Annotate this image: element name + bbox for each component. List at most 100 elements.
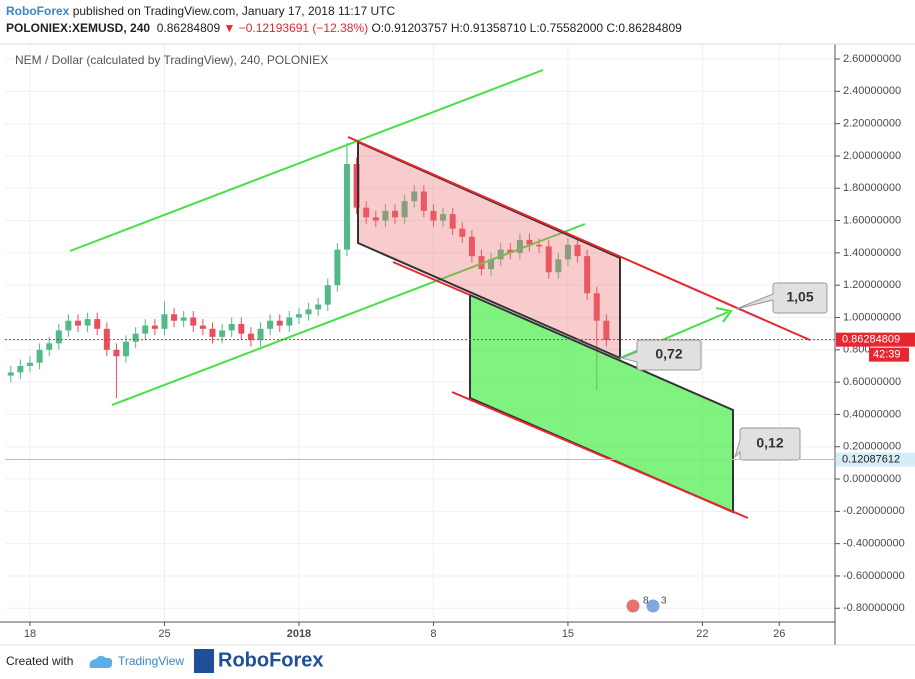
candle-body bbox=[420, 191, 427, 211]
time-axis bbox=[0, 622, 835, 645]
y-tick-label: -0.80000000 bbox=[843, 602, 905, 614]
header: RoboForex published on TradingView.com, … bbox=[6, 3, 682, 37]
candle-body bbox=[286, 317, 293, 326]
x-tick-label: 22 bbox=[696, 628, 708, 640]
grid bbox=[5, 44, 835, 622]
candle-body bbox=[468, 236, 475, 257]
candle-body bbox=[411, 191, 418, 202]
price-label: 0.12087612 bbox=[842, 453, 900, 465]
annotation-label: 0,72 bbox=[655, 346, 682, 362]
last: 0.86284809 bbox=[156, 21, 221, 35]
candle-body bbox=[564, 244, 571, 260]
y-tick-label: 2.00000000 bbox=[843, 150, 901, 162]
candle-body bbox=[36, 349, 43, 363]
candle-body bbox=[459, 228, 466, 237]
candle-body bbox=[382, 210, 389, 221]
countdown-bg bbox=[869, 347, 909, 362]
candle-body bbox=[75, 320, 82, 326]
symbol: POLONIEX:XEMUSD, 240 bbox=[6, 21, 151, 35]
candles bbox=[7, 143, 610, 399]
candle-body bbox=[315, 304, 322, 310]
candle-body bbox=[247, 333, 254, 341]
candle-body bbox=[65, 320, 72, 331]
y-tick-label: 0.20000000 bbox=[843, 441, 901, 453]
candle-body bbox=[199, 325, 206, 329]
event-count: 3 bbox=[661, 596, 667, 607]
x-tick-label: 25 bbox=[158, 628, 170, 640]
candle-body bbox=[132, 333, 139, 342]
annotation-label: 1,05 bbox=[786, 289, 813, 305]
y-tick-label: 0.60000000 bbox=[843, 376, 901, 388]
axes: 2.60000000 2.40000000 2.20000000 2.00000000… bbox=[24, 53, 905, 640]
candle-body bbox=[488, 259, 495, 270]
callout bbox=[735, 282, 828, 314]
price-label-bg bbox=[836, 452, 915, 467]
candle-body bbox=[305, 309, 312, 315]
x-tick-label: 8 bbox=[430, 628, 436, 640]
event-icon[interactable] bbox=[625, 598, 641, 614]
candle-body bbox=[593, 293, 600, 321]
header-line: POLONIEX:XEMUSD, 240 0.86284809 ▼ −0.121… bbox=[6, 20, 682, 37]
trend-line bbox=[392, 261, 471, 296]
footer-text: Created with bbox=[6, 654, 73, 668]
price-label: 0.86284809 bbox=[842, 334, 900, 346]
y-tick-label: 0.800 bbox=[843, 344, 871, 356]
candle-body bbox=[392, 210, 399, 218]
y-tick-label: -0.20000000 bbox=[843, 505, 905, 517]
header-line: RoboForex published on TradingView.com, … bbox=[6, 3, 682, 20]
y-tick-label: 2.40000000 bbox=[843, 85, 901, 97]
event-icon[interactable] bbox=[645, 598, 661, 614]
trend-line bbox=[451, 391, 749, 519]
ohlc: L:0.75582000 bbox=[529, 21, 604, 35]
candle-body bbox=[94, 319, 101, 329]
ohlc: H:0.91358710 bbox=[450, 21, 527, 35]
candle-body bbox=[151, 325, 158, 329]
candle-body bbox=[430, 210, 437, 221]
candle-body bbox=[440, 214, 447, 221]
candle-body bbox=[17, 365, 24, 373]
candle-body bbox=[372, 217, 379, 221]
event-badges: 8 3 bbox=[625, 596, 667, 614]
candle-body bbox=[334, 249, 341, 286]
y-tick-label: -0.40000000 bbox=[843, 538, 905, 550]
candle-body bbox=[276, 320, 283, 326]
candle-body bbox=[497, 249, 504, 260]
candle-body bbox=[516, 239, 523, 253]
candle-body bbox=[555, 259, 562, 273]
candle-body bbox=[353, 164, 360, 208]
y-tick-label: 1.80000000 bbox=[843, 182, 901, 194]
brand[interactable]: RoboForex bbox=[218, 649, 324, 671]
y-tick-label: 2.60000000 bbox=[843, 53, 901, 65]
countdown: 42:39 bbox=[873, 349, 901, 361]
y-tick-label: -0.60000000 bbox=[843, 570, 905, 582]
candle-body bbox=[257, 328, 264, 341]
candle-body bbox=[343, 164, 350, 250]
chart-title: NEM / Dollar (calculated by TradingView)… bbox=[15, 53, 328, 67]
candle-body bbox=[123, 341, 130, 357]
candle-body bbox=[267, 320, 274, 329]
tv-logo bbox=[89, 655, 113, 668]
candle-body bbox=[171, 314, 178, 321]
candle-body bbox=[113, 349, 120, 357]
candle-body bbox=[401, 201, 408, 218]
arrow-head bbox=[715, 307, 733, 323]
callout bbox=[620, 339, 702, 371]
candle-body bbox=[295, 314, 302, 318]
published: published on TradingView.com, January 17… bbox=[72, 4, 396, 18]
candle-body bbox=[449, 214, 456, 229]
x-tick-label: 26 bbox=[773, 628, 785, 640]
author[interactable]: RoboForex bbox=[6, 4, 70, 18]
candle-body bbox=[142, 325, 149, 334]
channel-line bbox=[111, 223, 586, 406]
candle-body bbox=[603, 320, 610, 341]
candle-body bbox=[507, 249, 514, 253]
y-tick-label: 2.20000000 bbox=[843, 118, 901, 130]
candle-body bbox=[7, 372, 14, 376]
x-tick-label: 15 bbox=[562, 628, 574, 640]
candle-body bbox=[536, 244, 543, 247]
candle-body bbox=[238, 323, 245, 334]
footer-link[interactable]: TradingView bbox=[118, 654, 184, 668]
candle-body bbox=[574, 244, 581, 257]
